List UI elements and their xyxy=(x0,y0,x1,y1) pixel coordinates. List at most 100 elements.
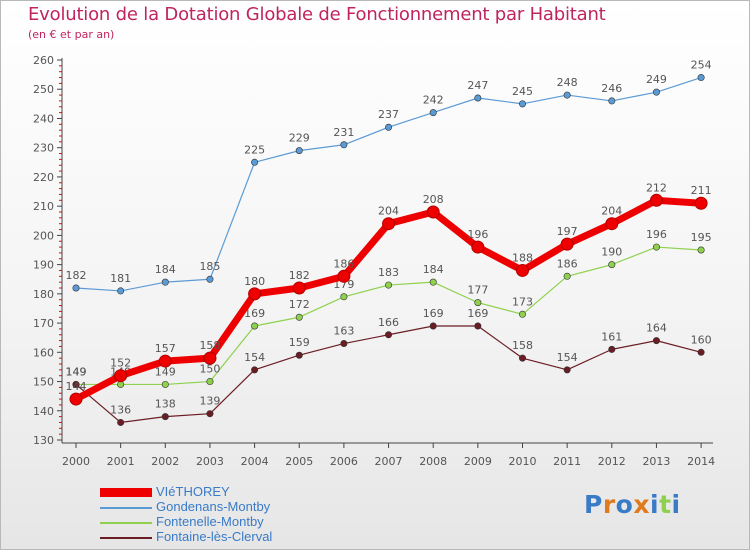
data-label-1-2014: 254 xyxy=(691,59,712,72)
data-label-3-2008: 169 xyxy=(423,307,444,320)
y-tick-label-160: 160 xyxy=(33,346,54,359)
data-label-2-2009: 177 xyxy=(467,284,488,297)
y-tick-label-240: 240 xyxy=(33,112,54,125)
data-label-3-2012: 161 xyxy=(601,330,622,343)
series-point-3-2001 xyxy=(117,418,125,426)
data-label-0-2003: 158 xyxy=(199,339,220,352)
series-point-1-2000 xyxy=(72,284,80,292)
data-label-0-2006: 186 xyxy=(333,257,354,270)
logo-letter: P xyxy=(584,490,603,519)
series-point-3-2007 xyxy=(385,331,393,339)
y-tick-label-260: 260 xyxy=(33,54,54,67)
data-label-2-2013: 196 xyxy=(646,228,667,241)
data-label-1-2005: 229 xyxy=(289,132,310,145)
series-point-3-2006 xyxy=(340,340,348,348)
data-label-1-2000: 182 xyxy=(66,269,87,282)
data-label-3-2004: 154 xyxy=(244,351,265,364)
data-label-0-2013: 212 xyxy=(646,181,667,194)
data-label-0-2001: 152 xyxy=(110,357,131,370)
series-point-2-2005 xyxy=(295,313,303,321)
series-point-0-2014 xyxy=(694,196,708,210)
chart-subtitle: (en € et par an) xyxy=(28,28,115,41)
series-point-2-2007 xyxy=(385,281,393,289)
logo-letter: o xyxy=(615,490,634,519)
series-point-2-2001 xyxy=(117,380,125,388)
series-point-1-2005 xyxy=(295,147,303,155)
data-label-0-2010: 188 xyxy=(512,251,533,264)
data-label-0-2000: 144 xyxy=(66,380,87,393)
chart-title: Evolution de la Dotation Globale de Fonc… xyxy=(28,4,606,25)
series-point-3-2000 xyxy=(72,380,80,388)
series-point-1-2013 xyxy=(652,88,660,96)
series-point-3-2003 xyxy=(206,410,214,418)
series-point-3-2002 xyxy=(161,413,169,421)
data-label-3-2007: 166 xyxy=(378,316,399,329)
data-label-1-2010: 245 xyxy=(512,85,533,98)
data-label-2-2011: 186 xyxy=(557,257,578,270)
logo-letter: i xyxy=(650,490,660,519)
x-tick-label-2005: 2005 xyxy=(285,455,313,468)
data-label-3-2003: 139 xyxy=(199,395,220,408)
y-tick-label-170: 170 xyxy=(33,317,54,330)
x-tick-label-2009: 2009 xyxy=(464,455,492,468)
series-point-2-2003 xyxy=(206,378,214,386)
series-point-1-2010 xyxy=(518,100,526,108)
series-point-0-2004 xyxy=(248,287,262,301)
series-point-0-2006 xyxy=(337,269,351,283)
series-point-1-2011 xyxy=(563,91,571,99)
data-label-0-2011: 197 xyxy=(557,225,578,238)
data-label-0-2007: 204 xyxy=(378,205,399,218)
series-point-0-2010 xyxy=(516,263,529,277)
series-point-1-2007 xyxy=(385,123,393,131)
x-tick-label-2006: 2006 xyxy=(330,455,358,468)
data-label-3-2002: 138 xyxy=(155,398,176,411)
series-point-0-2001 xyxy=(114,369,128,383)
series-point-0-2005 xyxy=(292,281,306,295)
series-point-1-2003 xyxy=(206,275,214,283)
logo-letter: t xyxy=(659,490,672,519)
series-point-2-2012 xyxy=(608,261,616,269)
data-label-2-2004: 169 xyxy=(244,307,265,320)
data-label-0-2009: 196 xyxy=(467,228,488,241)
logo-letter: i xyxy=(671,490,681,519)
data-label-3-2001: 136 xyxy=(110,403,131,416)
y-tick-label-210: 210 xyxy=(33,200,54,213)
series-point-0-2008 xyxy=(426,205,440,219)
legend-swatch-fontenelle xyxy=(100,522,152,524)
series-point-3-2009 xyxy=(474,322,482,330)
data-label-0-2008: 208 xyxy=(423,193,444,206)
series-point-3-2008 xyxy=(429,322,437,330)
data-label-1-2006: 231 xyxy=(333,126,354,139)
y-tick-label-190: 190 xyxy=(33,259,54,272)
series-point-3-2005 xyxy=(295,351,303,359)
data-label-3-2014: 160 xyxy=(691,333,712,346)
legend-label-gondenans: Gondenans-Montby xyxy=(156,499,271,514)
data-label-2-2008: 184 xyxy=(423,263,444,276)
series-point-0-2013 xyxy=(649,193,663,207)
data-label-0-2005: 182 xyxy=(289,269,310,282)
legend-swatch-gondenans xyxy=(100,507,152,509)
x-tick-label-2003: 2003 xyxy=(196,455,224,468)
x-tick-label-2002: 2002 xyxy=(151,455,179,468)
series-point-2-2014 xyxy=(697,246,705,254)
series-point-1-2004 xyxy=(251,158,259,166)
data-label-2-2007: 183 xyxy=(378,266,399,279)
logo-letter: r xyxy=(602,490,616,519)
y-tick-label-200: 200 xyxy=(33,229,54,242)
series-point-2-2008 xyxy=(429,278,437,286)
series-point-2-2009 xyxy=(474,299,482,307)
x-tick-label-2011: 2011 xyxy=(553,455,581,468)
series-point-2-2010 xyxy=(518,310,526,318)
series-point-1-2008 xyxy=(429,109,437,117)
series-point-0-2009 xyxy=(471,240,485,254)
series-point-2-2006 xyxy=(340,293,348,301)
series-point-3-2004 xyxy=(251,366,259,374)
x-tick-label-2008: 2008 xyxy=(419,455,447,468)
y-tick-label-220: 220 xyxy=(33,171,54,184)
series-point-3-2014 xyxy=(697,348,705,356)
data-label-3-2005: 159 xyxy=(289,336,310,349)
proxiti-logo: Proxiti xyxy=(584,490,681,519)
series-point-2-2011 xyxy=(563,272,571,280)
